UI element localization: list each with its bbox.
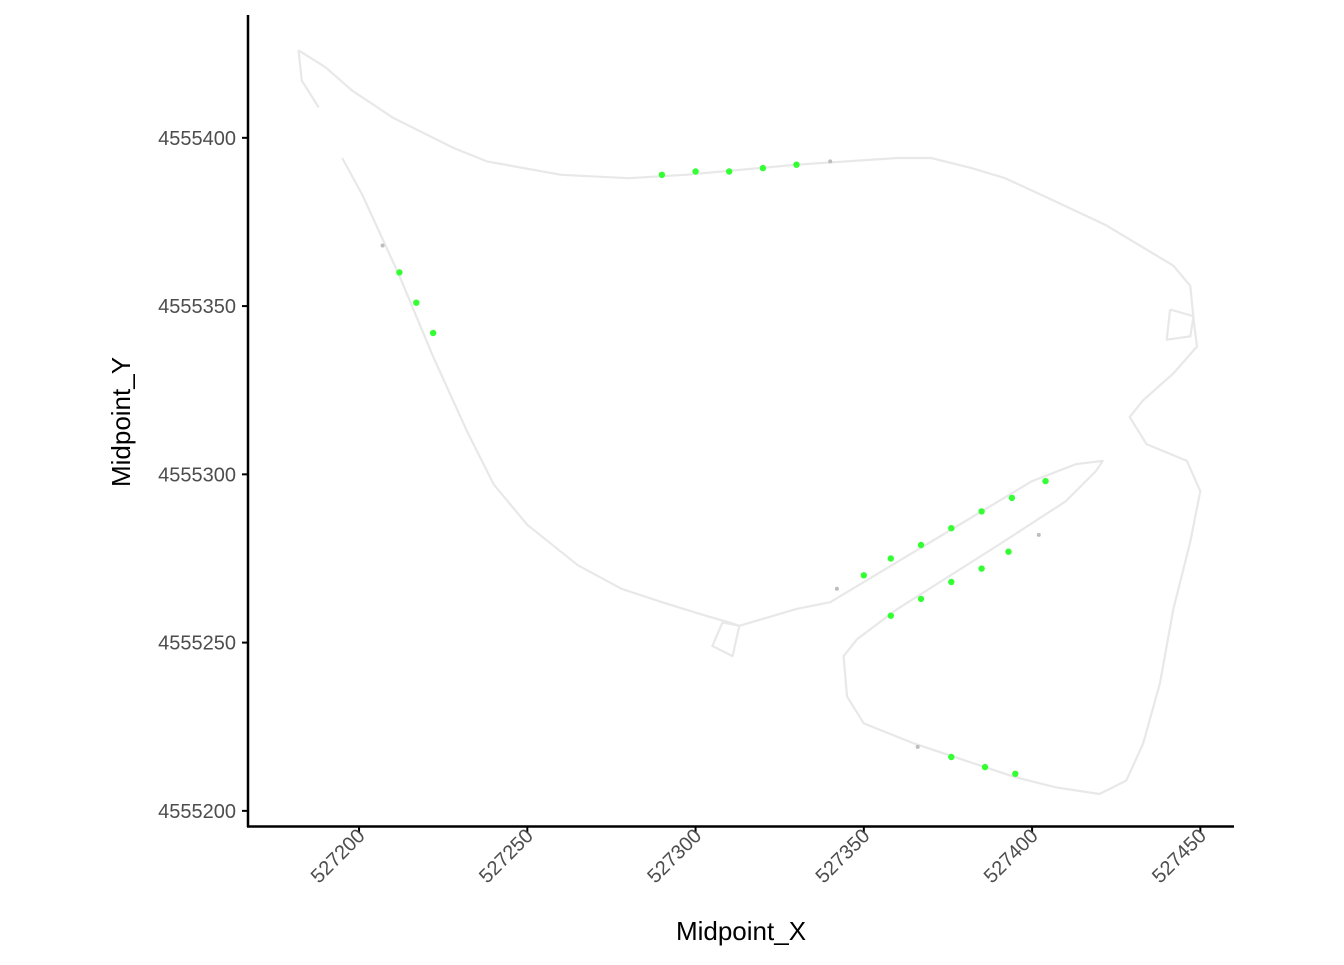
y-tick-label-2: 4555300 bbox=[158, 464, 236, 486]
other-point-2 bbox=[834, 586, 839, 591]
other-point-3 bbox=[1036, 532, 1041, 537]
highlighted-point-10 bbox=[917, 541, 925, 549]
other-point-4 bbox=[915, 744, 920, 749]
highlighted-point-8 bbox=[860, 572, 867, 579]
highlighted-point-14 bbox=[1042, 477, 1049, 485]
highlighted-point-17 bbox=[948, 578, 955, 586]
highlighted-point-5 bbox=[396, 269, 403, 276]
outline-path-1 bbox=[297, 49, 1202, 796]
other-point-0 bbox=[828, 159, 833, 164]
outline-path-3 bbox=[1165, 308, 1195, 341]
axis-layer bbox=[246, 15, 1234, 828]
outline-layer bbox=[297, 49, 1202, 796]
highlighted-point-11 bbox=[948, 525, 955, 532]
x-tick-label-0: 527200 bbox=[307, 825, 370, 888]
highlighted-point-18 bbox=[978, 565, 985, 572]
highlighted-point-2 bbox=[726, 168, 733, 175]
x-axis-title: Midpoint_X bbox=[676, 916, 806, 946]
tick-layer: 4555200 4555250 4555300 4555350 4555400 52720… bbox=[158, 128, 1211, 888]
highlighted-point-21 bbox=[981, 763, 989, 771]
y-tick-label-3: 4555350 bbox=[158, 296, 236, 318]
x-tick-label-3: 527350 bbox=[812, 825, 875, 888]
highlighted-point-0 bbox=[658, 171, 666, 178]
y-tick-label-0: 4555200 bbox=[158, 801, 236, 823]
x-tick-label-4: 527400 bbox=[980, 825, 1043, 888]
x-tick-label-2: 527300 bbox=[643, 825, 706, 888]
highlighted-point-15 bbox=[887, 612, 894, 619]
highlighted-point-9 bbox=[887, 555, 894, 562]
highlighted-point-7 bbox=[429, 329, 437, 337]
highlighted-point-12 bbox=[978, 508, 985, 515]
other-point-1 bbox=[380, 243, 385, 248]
highlighted-point-19 bbox=[1005, 548, 1012, 555]
highlighted-point-16 bbox=[917, 595, 925, 603]
point-layer bbox=[380, 159, 1049, 777]
highlighted-point-13 bbox=[1008, 494, 1016, 502]
x-tick-label-1: 527250 bbox=[475, 825, 538, 888]
highlighted-point-1 bbox=[692, 168, 699, 175]
highlighted-point-20 bbox=[948, 753, 955, 761]
highlighted-point-22 bbox=[1012, 770, 1019, 777]
highlighted-point-6 bbox=[413, 299, 420, 306]
highlighted-point-3 bbox=[759, 164, 767, 172]
y-axis-title: Midpoint_Y bbox=[106, 357, 136, 487]
x-tick-label-5: 527450 bbox=[1148, 825, 1211, 888]
outline-path-2 bbox=[711, 621, 741, 658]
highlighted-point-4 bbox=[793, 161, 800, 168]
outline-path-0 bbox=[297, 50, 320, 109]
y-tick-label-4: 4555400 bbox=[158, 128, 236, 150]
y-tick-label-1: 4555250 bbox=[158, 633, 236, 655]
